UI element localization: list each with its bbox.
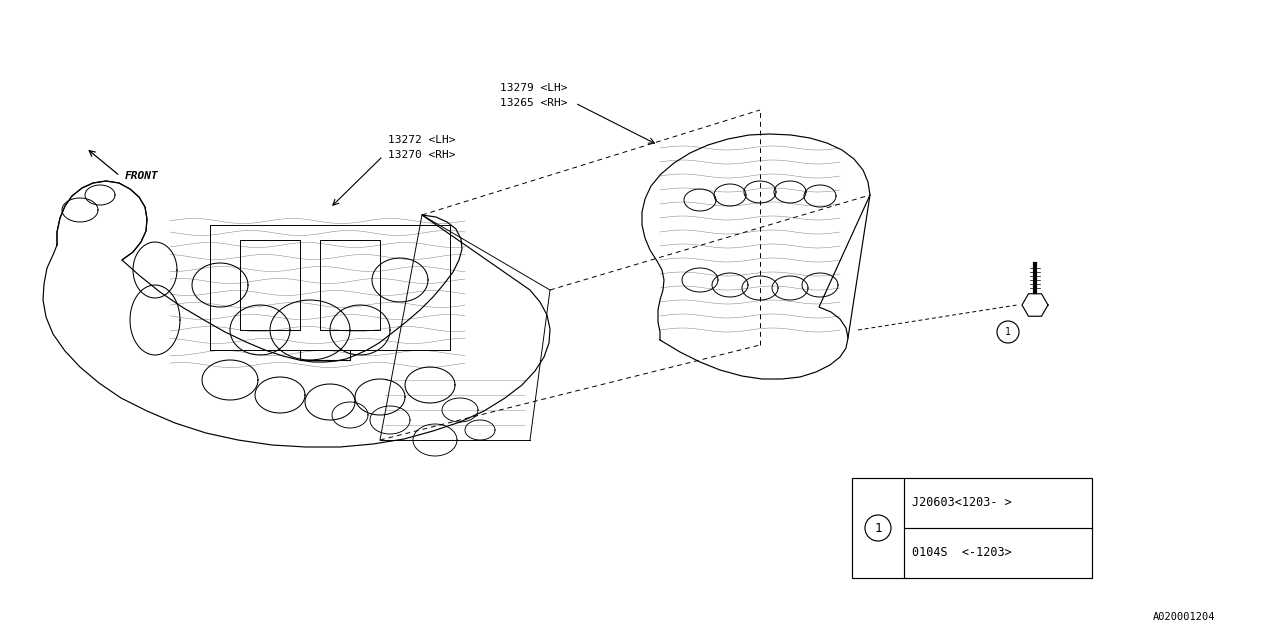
- Text: J20603<1203- >: J20603<1203- >: [911, 497, 1011, 509]
- Text: 13279 <LH>: 13279 <LH>: [500, 83, 567, 93]
- Circle shape: [865, 515, 891, 541]
- Text: 1: 1: [874, 522, 882, 534]
- Text: FRONT: FRONT: [125, 171, 159, 181]
- Text: 13272 <LH>: 13272 <LH>: [388, 135, 456, 145]
- Text: 0104S  <-1203>: 0104S <-1203>: [911, 547, 1011, 559]
- Text: 13265 <RH>: 13265 <RH>: [500, 98, 567, 108]
- Bar: [852, 478, 1092, 578]
- Text: 13270 <RH>: 13270 <RH>: [388, 150, 456, 160]
- Text: A020001204: A020001204: [1152, 612, 1215, 622]
- Text: 1: 1: [1005, 327, 1011, 337]
- Circle shape: [997, 321, 1019, 343]
